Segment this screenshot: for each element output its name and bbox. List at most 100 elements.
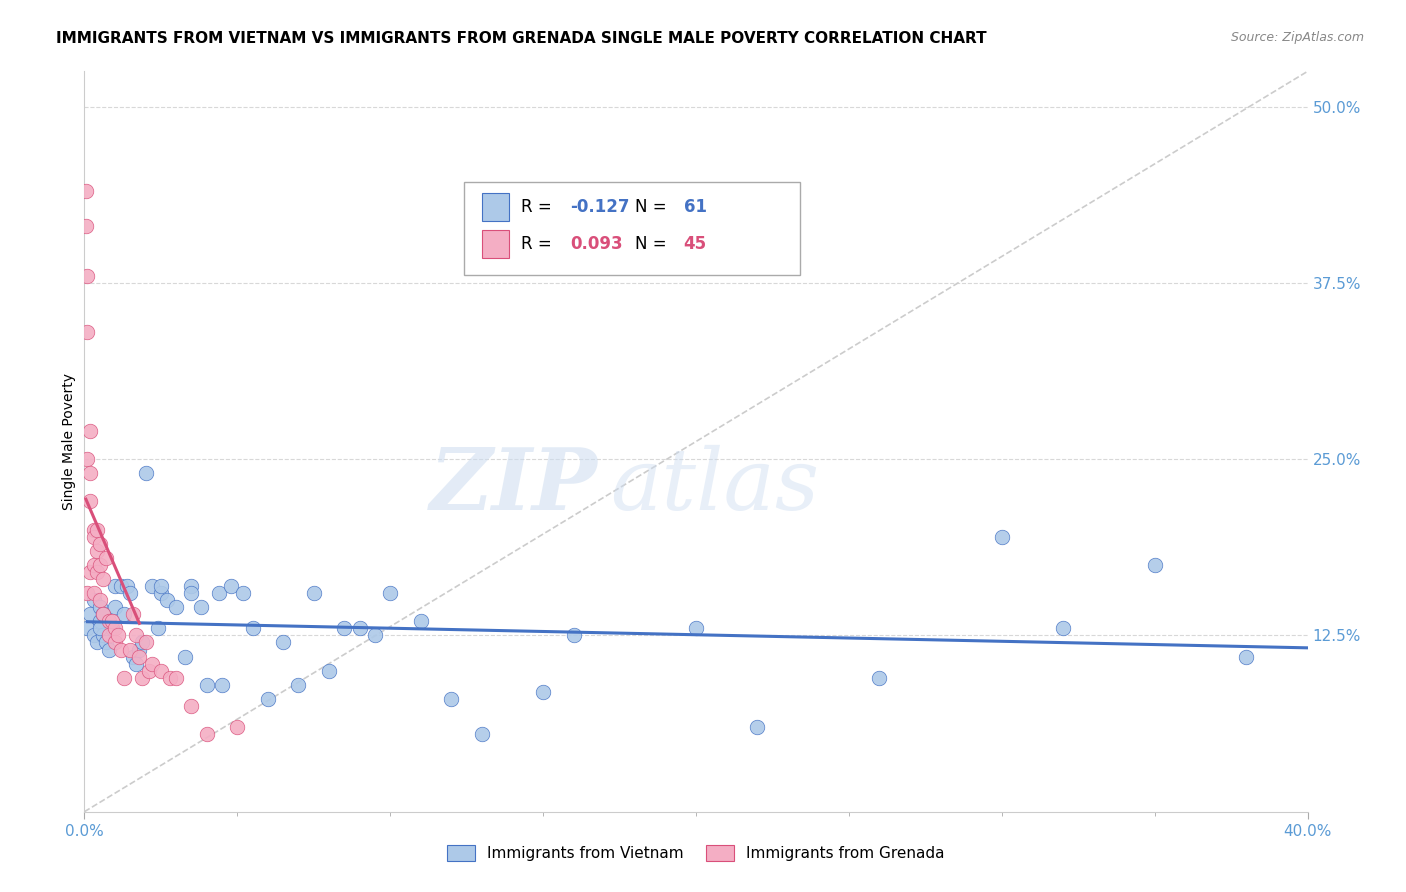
Point xyxy=(135,467,157,481)
Point xyxy=(211,678,233,692)
Point xyxy=(380,586,402,600)
Text: 0.093: 0.093 xyxy=(569,235,623,252)
Point xyxy=(104,579,127,593)
Point xyxy=(156,593,179,607)
Text: ZIP: ZIP xyxy=(430,444,598,528)
Text: IMMIGRANTS FROM VIETNAM VS IMMIGRANTS FROM GRENADA SINGLE MALE POVERTY CORRELATI: IMMIGRANTS FROM VIETNAM VS IMMIGRANTS FR… xyxy=(56,31,987,46)
Point xyxy=(146,621,169,635)
Point xyxy=(122,607,145,622)
Point xyxy=(89,537,111,551)
Point xyxy=(195,678,218,692)
Point xyxy=(257,692,280,706)
Point xyxy=(79,424,101,438)
Point xyxy=(97,642,120,657)
Point xyxy=(76,325,98,339)
Point xyxy=(141,657,163,671)
Point xyxy=(165,600,187,615)
Point xyxy=(91,607,114,622)
Point xyxy=(112,671,135,685)
Point xyxy=(149,579,172,593)
Point xyxy=(76,452,98,467)
Point xyxy=(91,607,114,622)
Point xyxy=(120,586,142,600)
Point xyxy=(131,671,153,685)
Point xyxy=(86,523,108,537)
Point xyxy=(91,572,114,586)
Text: 61: 61 xyxy=(683,198,707,216)
Point xyxy=(180,586,202,600)
Y-axis label: Single Male Poverty: Single Male Poverty xyxy=(62,373,76,510)
Point xyxy=(75,184,97,198)
Point xyxy=(107,628,129,642)
Point xyxy=(101,615,124,629)
Point xyxy=(180,698,202,713)
Point xyxy=(83,558,105,572)
Point xyxy=(685,621,707,635)
Point xyxy=(1052,621,1074,635)
Point xyxy=(115,579,138,593)
Point xyxy=(122,649,145,664)
Legend: Immigrants from Vietnam, Immigrants from Grenada: Immigrants from Vietnam, Immigrants from… xyxy=(441,838,950,867)
Text: -0.127: -0.127 xyxy=(569,198,630,216)
Point xyxy=(94,635,117,649)
Point xyxy=(91,628,114,642)
Point xyxy=(104,600,127,615)
Point xyxy=(131,635,153,649)
Point xyxy=(110,642,132,657)
Point xyxy=(869,671,891,685)
Point xyxy=(165,671,187,685)
Point xyxy=(89,593,111,607)
Point xyxy=(195,727,218,741)
Point xyxy=(232,586,254,600)
Point xyxy=(128,642,150,657)
Point xyxy=(349,621,371,635)
Point xyxy=(125,628,148,642)
Point xyxy=(89,600,111,615)
Point xyxy=(471,727,494,741)
Point xyxy=(112,607,135,622)
Text: R =: R = xyxy=(522,235,557,252)
Point xyxy=(97,615,120,629)
Point xyxy=(226,720,249,734)
Point xyxy=(149,664,172,678)
Point xyxy=(75,219,97,234)
Point xyxy=(440,692,463,706)
Point xyxy=(79,467,101,481)
Point xyxy=(409,615,432,629)
Point xyxy=(180,579,202,593)
Point xyxy=(86,544,108,558)
Point xyxy=(364,628,387,642)
Point xyxy=(76,621,98,635)
Point xyxy=(86,565,108,579)
Point xyxy=(125,657,148,671)
Point xyxy=(128,649,150,664)
Point xyxy=(83,530,105,544)
Point xyxy=(149,586,172,600)
Point xyxy=(83,593,105,607)
Point xyxy=(333,621,356,635)
Point xyxy=(242,621,264,635)
Point xyxy=(94,550,117,565)
Text: N =: N = xyxy=(636,235,672,252)
Point xyxy=(76,268,98,283)
Point xyxy=(219,579,242,593)
Text: R =: R = xyxy=(522,198,557,216)
Point xyxy=(1236,649,1258,664)
Point xyxy=(89,558,111,572)
Bar xyxy=(482,230,509,258)
Point xyxy=(159,671,181,685)
Point xyxy=(89,615,111,629)
Point xyxy=(991,530,1014,544)
Point xyxy=(120,642,142,657)
Point xyxy=(318,664,340,678)
Point xyxy=(531,685,554,699)
Point xyxy=(104,621,127,635)
Bar xyxy=(482,193,509,221)
Text: Source: ZipAtlas.com: Source: ZipAtlas.com xyxy=(1230,31,1364,45)
Point xyxy=(562,628,585,642)
Point xyxy=(1143,558,1166,572)
Point xyxy=(302,586,325,600)
Point xyxy=(83,523,105,537)
Point xyxy=(89,621,111,635)
Point xyxy=(271,635,294,649)
